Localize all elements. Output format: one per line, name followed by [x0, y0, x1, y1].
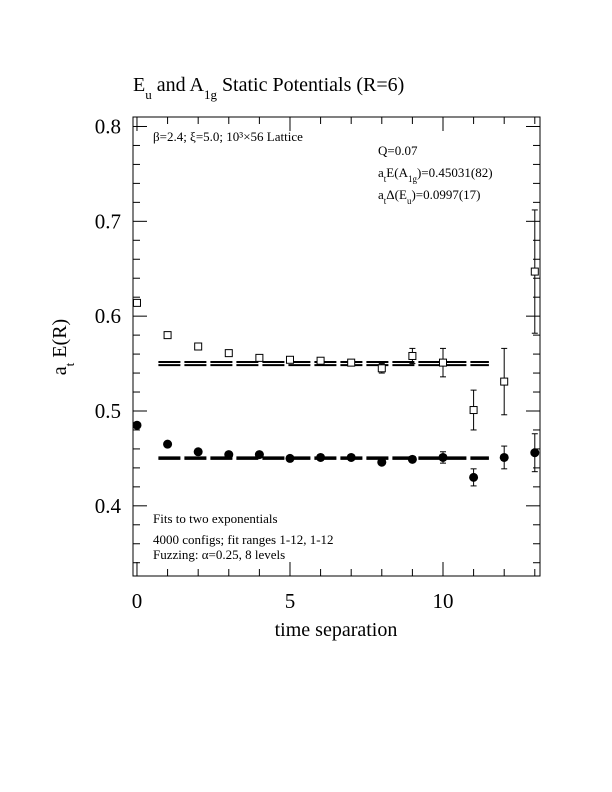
annotation-part: )=0.0997(17): [411, 187, 480, 202]
y-tick-label: 0.8: [95, 114, 121, 138]
y-tick-label: 0.7: [95, 209, 121, 233]
data-point: [316, 452, 326, 462]
annotation: atΔ(Eu)=0.0997(17): [378, 187, 481, 206]
y-tick-label: 0.6: [95, 304, 121, 328]
annotation: 4000 configs; fit ranges 1-12, 1-12: [153, 532, 334, 547]
data-point: [377, 457, 387, 467]
data-point: [255, 353, 264, 362]
data-point: [530, 267, 539, 276]
annotation-part: a: [378, 187, 384, 202]
annotation-part: a: [378, 165, 384, 180]
annotation-part: β=2.4; ξ=5.0; 10³×56 Lattice: [153, 129, 303, 144]
y-axis-label-part: a: [49, 366, 71, 375]
y-axis-label-part: E(R): [49, 319, 71, 363]
data-point: [438, 452, 448, 462]
annotation-part: Δ(E: [386, 187, 407, 202]
data-point: [194, 342, 203, 351]
data-point: [530, 448, 540, 458]
data-point: [347, 358, 356, 367]
chart-title-part: u: [145, 87, 152, 102]
data-point: [408, 351, 417, 360]
annotation-part: Fuzzing: α=0.25, 8 levels: [153, 547, 285, 562]
annotation: Q=0.07: [378, 143, 418, 158]
x-axis-label: time separation: [275, 619, 398, 641]
annotation: Fuzzing: α=0.25, 8 levels: [153, 547, 285, 562]
data-point: [346, 452, 356, 462]
annotation: Fits to two exponentials: [153, 511, 278, 526]
data-point: [469, 472, 479, 482]
data-point: [224, 349, 233, 358]
data-point: [499, 452, 509, 462]
annotation-part: 4000 configs; fit ranges 1-12, 1-12: [153, 532, 334, 547]
x-tick-label: 5: [285, 589, 296, 613]
y-tick-label: 0.5: [95, 399, 121, 423]
chart-title: Eu and A1g Static Potentials (R=6): [133, 74, 404, 102]
annotation-part: Q=0.07: [378, 143, 418, 158]
annotation-part: E(A: [386, 165, 408, 180]
data-point: [500, 377, 509, 386]
data-point: [193, 447, 203, 457]
data-point: [469, 406, 478, 415]
chart-title-part: 1g: [204, 87, 218, 102]
annotation: atE(A1g)=0.45031(82): [378, 165, 493, 184]
y-axis-label: at E(R): [49, 319, 77, 375]
data-point: [163, 439, 173, 449]
chart-title-part: Static Potentials (R=6): [217, 74, 404, 96]
data-point: [407, 454, 417, 464]
data-point: [285, 453, 295, 463]
data-point: [285, 355, 294, 364]
annotation-part: Fits to two exponentials: [153, 511, 278, 526]
annotation-part: )=0.45031(82): [417, 165, 493, 180]
annotation-part: t: [384, 196, 387, 206]
data-point: [377, 364, 386, 373]
data-point: [316, 356, 325, 365]
data-point: [132, 298, 141, 307]
chart-title-part: E: [133, 74, 145, 96]
data-point: [438, 358, 447, 367]
y-tick-label: 0.4: [95, 494, 122, 518]
plot-frame: [132, 116, 541, 577]
data-point: [224, 450, 234, 460]
chart-title-part: and A: [152, 74, 205, 96]
x-tick-label: 0: [132, 589, 143, 613]
annotation-part: 1g: [408, 174, 418, 184]
annotation-part: u: [407, 196, 412, 206]
y-axis-label-part: t: [62, 362, 77, 366]
annotation: β=2.4; ξ=5.0; 10³×56 Lattice: [153, 129, 303, 144]
data-point: [254, 450, 264, 460]
x-tick-label: 10: [432, 589, 453, 613]
data-point: [163, 331, 172, 340]
annotation-part: t: [384, 174, 387, 184]
data-point: [132, 420, 142, 430]
